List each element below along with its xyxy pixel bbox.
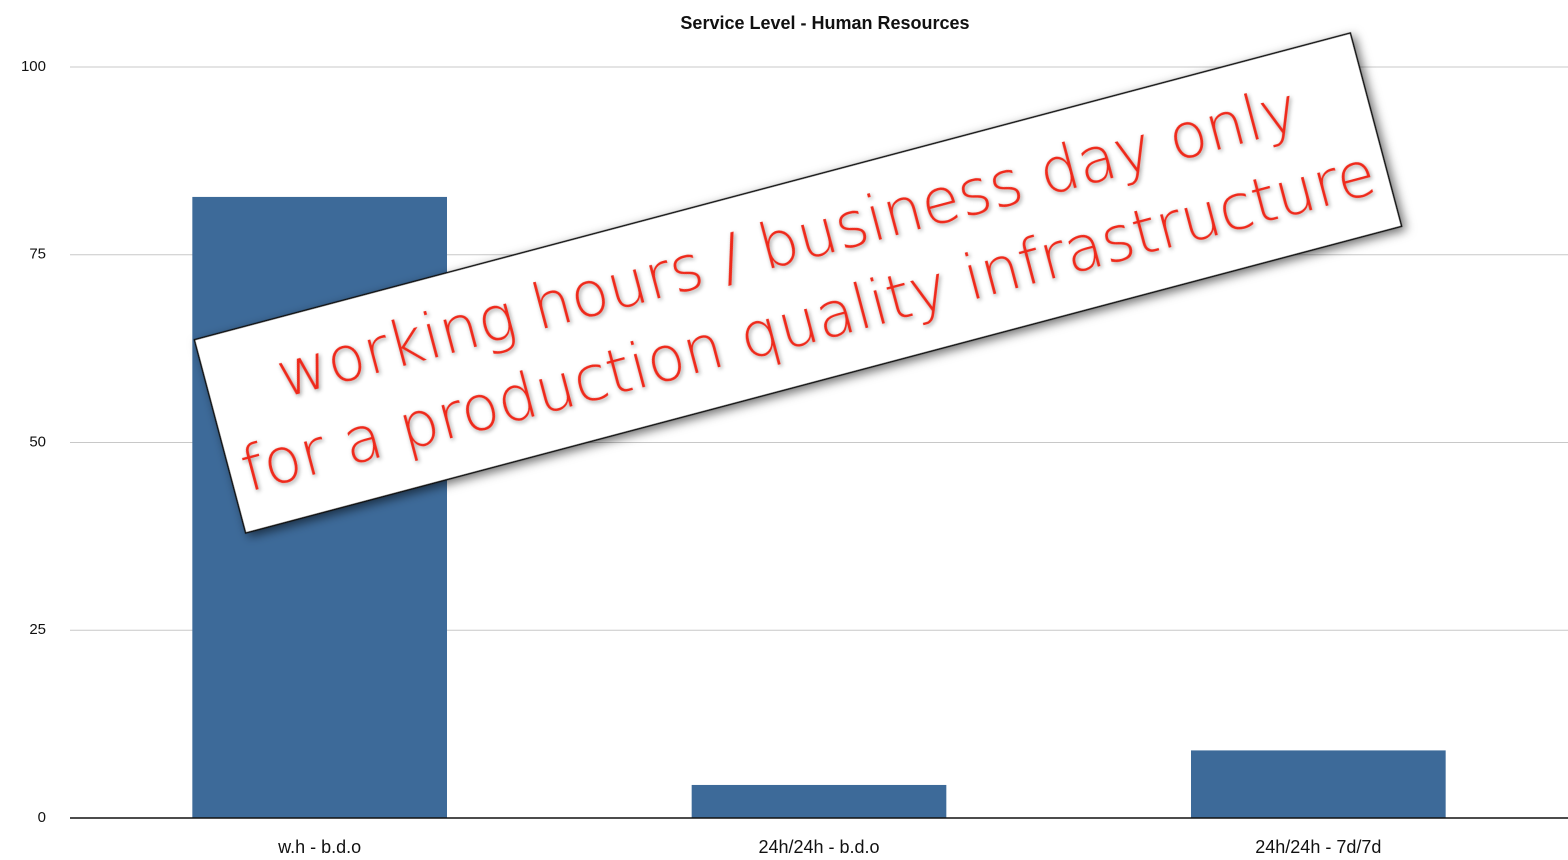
- annotation-box: [193, 32, 1403, 534]
- y-tick-label: 100: [21, 58, 46, 75]
- bar: [691, 784, 947, 818]
- bar: [1191, 750, 1446, 818]
- y-tick-label: 50: [29, 433, 46, 450]
- chart-title: Service Level - Human Resources: [680, 13, 969, 33]
- plot-area: 0 25 50 75 100 w.h - b.d.o 24h/24h - b.d.o 24h/…: [21, 58, 1568, 857]
- y-tick-label: 0: [38, 809, 46, 826]
- y-tick-label: 75: [29, 246, 46, 263]
- y-tick-label: 25: [29, 621, 46, 638]
- x-tick-label: 24h/24h - b.d.o: [758, 837, 879, 857]
- x-tick-label: w.h - b.d.o: [277, 837, 361, 857]
- x-tick-label: 24h/24h - 7d/7d: [1255, 837, 1381, 857]
